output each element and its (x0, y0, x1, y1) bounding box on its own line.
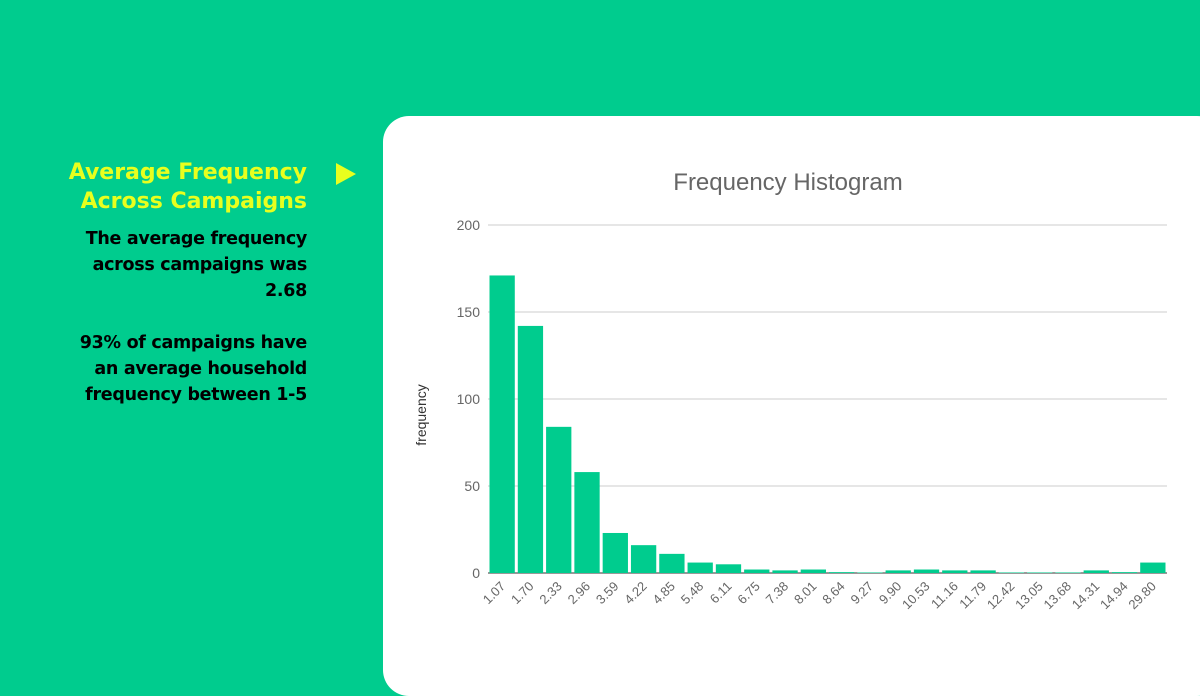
x-tick-label: 6.75 (734, 579, 763, 608)
histogram-bar (1083, 570, 1109, 573)
chart-title: Frequency Histogram (673, 169, 902, 196)
histogram-bar (1111, 572, 1138, 573)
histogram-bar (772, 570, 798, 573)
bars (489, 275, 1166, 573)
histogram-bar (574, 472, 600, 573)
campaign-share-paragraph: 93% of campaigns have an average househo… (40, 330, 308, 408)
slide-title-line-1: Average Frequency (68, 160, 307, 185)
paragraph-2-line-2: an average household (94, 359, 307, 379)
chart-card: Frequency Histogram frequency 0 50 100 150 2… (383, 116, 1200, 696)
slide-title-line-2: Across Campaigns (80, 189, 307, 214)
histogram-bar (885, 570, 911, 573)
x-tick-label: 13.68 (1040, 579, 1074, 613)
gridlines (488, 224, 1167, 574)
x-tick-label: 8.01 (791, 579, 820, 608)
x-tick-label: 7.38 (763, 579, 792, 608)
histogram-bar (546, 426, 572, 573)
x-tick-label: 11.16 (928, 579, 961, 612)
x-tick-label: 1.70 (508, 579, 537, 608)
x-tick-label: 14.94 (1097, 579, 1131, 613)
histogram-bar (602, 532, 628, 573)
histogram-bar (1140, 562, 1166, 573)
x-tick-label: 4.22 (621, 579, 650, 608)
x-tick-label: 3.59 (593, 579, 622, 608)
histogram-bar (970, 570, 996, 573)
x-tick-label: 1.07 (480, 579, 509, 608)
y-tick-label: 0 (472, 565, 480, 581)
histogram-bar (998, 572, 1025, 573)
x-tick-label: 2.33 (536, 579, 565, 608)
histogram-bar (659, 553, 685, 573)
histogram-bar (1027, 572, 1053, 573)
x-tick-label: 13.05 (1012, 579, 1046, 613)
y-tick-label: 150 (457, 304, 481, 320)
x-tick-label: 29.80 (1125, 579, 1159, 613)
histogram-bar (517, 325, 544, 573)
y-tick-labels: 0 50 100 150 200 (457, 217, 481, 581)
histogram-bar (829, 572, 855, 573)
left-panel: Average Frequency Across Campaigns The a… (40, 158, 308, 408)
x-tick-label: 11.79 (956, 579, 989, 612)
histogram-bar (1055, 572, 1081, 573)
paragraph-2-line-3: frequency between 1-5 (85, 385, 307, 405)
y-tick-label: 50 (464, 478, 480, 494)
histogram-bar (800, 569, 826, 573)
paragraph-1-line-3: 2.68 (265, 281, 307, 301)
histogram-bar (913, 569, 940, 573)
histogram-bar (857, 572, 883, 573)
y-axis-label: frequency (413, 384, 429, 445)
slide-title: Average Frequency Across Campaigns (40, 158, 307, 216)
x-tick-label: 10.53 (899, 579, 933, 613)
histogram-bar (489, 275, 515, 573)
x-tick-label: 8.64 (819, 579, 848, 608)
frequency-histogram: Frequency Histogram frequency 0 50 100 150 2… (413, 169, 1167, 613)
x-tick-label: 14.31 (1069, 579, 1103, 613)
histogram-bar (744, 569, 770, 573)
x-tick-label: 12.42 (984, 579, 1018, 613)
paragraph-2-line-1: 93% of campaigns have (79, 333, 308, 353)
paragraph-1-line-2: across campaigns was (92, 255, 308, 275)
y-tick-label: 100 (457, 391, 481, 407)
x-tick-label: 2.96 (565, 579, 594, 608)
histogram-bar (942, 570, 968, 573)
y-tick-label: 200 (457, 217, 481, 233)
histogram-bar (715, 564, 742, 573)
paragraph-1-line-1: The average frequency (85, 229, 308, 249)
x-tick-label: 6.11 (707, 579, 735, 607)
arrow-right-icon (336, 163, 356, 185)
x-tick-label: 9.27 (848, 579, 877, 608)
histogram-bar (687, 562, 713, 573)
histogram-bar (630, 545, 657, 573)
x-tick-labels: 1.07 1.70 2.33 2.96 3.59 4.22 4.85 5.48 6.11 6.75… (480, 579, 1159, 613)
x-tick-label: 5.48 (678, 579, 707, 608)
x-tick-label: 4.85 (650, 579, 679, 608)
average-frequency-paragraph: The average frequency across campaigns w… (40, 226, 308, 304)
